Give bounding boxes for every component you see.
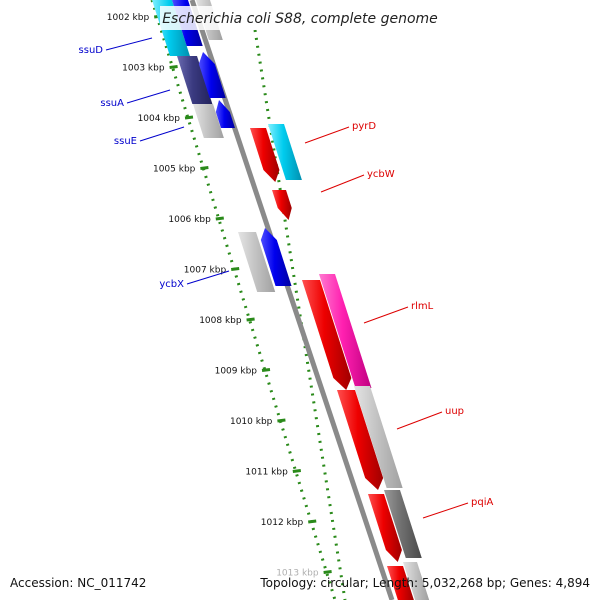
gene-label-ssuA: ssuA <box>100 98 124 109</box>
gene-bottom-red <box>387 566 414 600</box>
ruler-tick-label: 1012 kbp <box>261 518 304 528</box>
ruler-tick-label: 1004 kbp <box>138 114 181 124</box>
backbone-ring <box>189 0 395 600</box>
ruler-tick-label: 1003 kbp <box>122 64 165 74</box>
gene-label-leader-ssuE <box>139 126 185 142</box>
gene-label-pqiA: pqiA <box>471 497 493 508</box>
gene-bottom-light <box>403 562 430 600</box>
ruler-tick <box>308 519 317 524</box>
ruler-tick <box>215 216 224 221</box>
gene-label-ssuE: ssuE <box>114 136 137 147</box>
ruler-tick-label: 1006 kbp <box>168 215 211 225</box>
gene-label-leader-uup <box>396 411 443 430</box>
gene-labels: ssuD ssuA ssuE pyrD ycbW ycbX rlmL uup pqiA <box>79 37 493 519</box>
ruler-tick <box>246 317 255 322</box>
gene-label-uup: uup <box>445 406 464 417</box>
accession-text: Accession: NC_011742 <box>10 576 147 590</box>
genome-summary-text: Topology: circular; Length: 5,032,268 bp… <box>260 576 590 590</box>
outer-dotted-line <box>253 29 347 600</box>
gene-ycbX-block <box>238 232 276 292</box>
gene-ycbX-neighbor <box>260 228 292 286</box>
gene-label-leader-ycbX <box>186 270 230 285</box>
ruler-tick <box>261 368 271 372</box>
title-background <box>160 6 450 30</box>
ruler-tick-label: 1007 kbp <box>184 266 227 276</box>
gene-label-leader-ssuD <box>105 37 153 51</box>
gene-label-ycbX: ycbX <box>159 279 184 290</box>
gene-label-leader-rlmL <box>363 306 409 324</box>
ruler-tick-label: 1011 kbp <box>245 468 288 478</box>
gene-label-ssuD: ssuD <box>79 45 104 56</box>
gene-label-leader-pqiA <box>422 502 469 519</box>
ruler-tick-label: 1005 kbp <box>153 165 196 175</box>
gene-features <box>152 0 430 600</box>
ruler-tick <box>169 65 178 69</box>
gene-pyrD-neighbor <box>268 124 302 180</box>
ruler-tick <box>323 570 332 574</box>
gene-uup-neighbor <box>354 386 403 488</box>
gene-ssuE-block <box>193 104 224 138</box>
gene-label-rlmL: rlmL <box>411 301 434 312</box>
ruler-tick <box>277 418 286 423</box>
gene-pqiA-neighbor <box>384 490 422 558</box>
map-title: Escherichia coli S88, complete genome <box>162 11 438 27</box>
ruler-dotted-line <box>150 0 337 600</box>
gene-label-leader-ycbW <box>320 174 365 193</box>
gene-ssuE-neighbor <box>215 100 235 128</box>
gene-label-pyrD: pyrD <box>352 121 376 132</box>
ruler-tick <box>200 166 209 170</box>
gene-pqiA-block <box>368 494 402 562</box>
gene-pyrD-block <box>250 128 280 182</box>
ruler-tick <box>184 115 194 120</box>
gene-label-leader-ssuA <box>126 89 171 104</box>
gene-ycbW-block <box>272 190 292 220</box>
ruler-tick <box>231 267 240 271</box>
gene-ssuA-neighbor <box>198 52 226 98</box>
gene-ssuA-block <box>177 56 213 104</box>
ruler-tick-label: 1013 kbp <box>276 569 319 579</box>
ruler-tick-label: 1002 kbp <box>107 13 150 23</box>
ruler-tick-label: 1009 kbp <box>215 367 258 377</box>
gene-label-ycbW: ycbW <box>367 169 395 180</box>
backbone-line <box>189 0 395 600</box>
gene-rlmL-neighbor <box>319 274 372 388</box>
ruler-tick-label: 1008 kbp <box>199 316 242 326</box>
ruler-tick <box>292 469 301 473</box>
ruler-tick-label: 1010 kbp <box>230 417 273 427</box>
gene-rlmL-block <box>302 280 352 390</box>
gene-uup-block <box>337 390 384 490</box>
gene-label-leader-pyrD <box>304 126 350 144</box>
